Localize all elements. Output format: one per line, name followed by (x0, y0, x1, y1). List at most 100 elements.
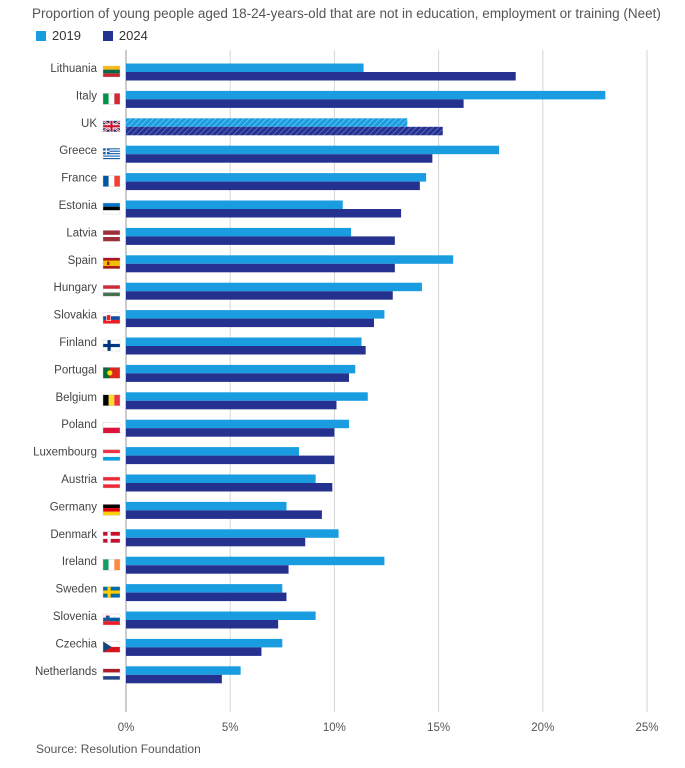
category-label: Portugal (54, 364, 97, 376)
category-label: Slovakia (54, 310, 98, 322)
bar-2019-belgium (126, 392, 368, 401)
bar-2024-luxembourg (126, 455, 335, 465)
bar-2019-denmark (126, 529, 339, 538)
bar-2024-austria (126, 483, 333, 492)
category-label: Austria (61, 474, 97, 486)
poland-flag-icon (102, 422, 121, 434)
category-label: Greece (59, 145, 97, 157)
bar-2024-sweden (126, 592, 287, 602)
bar-2019-spain (126, 255, 454, 264)
bar-2019-france (126, 173, 427, 182)
bar-2024-poland (126, 428, 335, 437)
belgium-flag-icon (102, 394, 121, 406)
category-label: Finland (59, 337, 97, 349)
slovenia-flag-icon (102, 613, 121, 626)
category-label: Netherlands (35, 666, 97, 678)
category-label: Italy (76, 90, 97, 102)
category-label: France (61, 173, 97, 185)
category-label: Belgium (55, 392, 97, 404)
category-labels: Lithuania Italy UK Greece France Estonia Latvi… (33, 63, 98, 678)
bar-2019-slovakia (126, 310, 385, 319)
bar-2019-slovenia (126, 611, 316, 620)
category-label: Slovenia (53, 611, 98, 623)
legend-label-2024: 2024 (118, 28, 148, 43)
bar-2024-uk (126, 126, 443, 136)
bar-2024-belgium (126, 400, 337, 410)
bar-2024-italy (126, 99, 464, 108)
netherlands-flag-icon (102, 668, 121, 680)
category-label: Germany (50, 501, 98, 513)
france-flag-icon (102, 175, 121, 187)
bar-2019-sweden (126, 584, 283, 593)
bar-2024-germany (126, 510, 322, 519)
hungary-flag-icon (102, 285, 121, 297)
legend-item-2024: 2024 (102, 28, 148, 43)
bars (126, 63, 606, 684)
category-label: Sweden (55, 584, 97, 596)
x-tick-label: 0% (118, 722, 135, 734)
category-label: Latvia (66, 227, 97, 239)
legend: 2019 2024 (36, 28, 148, 43)
chart-title: Proportion of young people aged 18-24-ye… (32, 6, 661, 21)
bar-2024-slovakia (126, 318, 374, 328)
x-tick-label: 5% (222, 722, 239, 734)
x-tick-label: 15% (427, 722, 450, 734)
greece-flag-icon (102, 147, 121, 160)
bar-2019-portugal (126, 364, 356, 374)
bar-2024-slovenia (126, 620, 279, 629)
legend-swatch-2019 (36, 30, 46, 41)
latvia-flag-icon (102, 230, 121, 242)
bar-2019-czechia (126, 638, 283, 648)
ireland-flag-icon (102, 559, 121, 571)
sweden-flag-icon (102, 586, 121, 598)
bar-2024-denmark (126, 537, 306, 547)
bar-2024-hungary (126, 291, 393, 300)
bar-2024-spain (126, 263, 395, 273)
category-label: UK (81, 118, 97, 130)
bar-2019-greece (126, 145, 500, 155)
bar-2024-france (126, 181, 420, 191)
bar-2024-latvia (126, 236, 395, 245)
slovakia-flag-icon (102, 312, 121, 324)
bar-2019-netherlands (126, 666, 241, 675)
austria-flag-icon (102, 476, 121, 489)
lithuania-flag-icon (102, 65, 121, 78)
x-tick-label: 25% (635, 722, 658, 734)
spain-flag-icon (102, 257, 121, 269)
germany-flag-icon (102, 504, 121, 516)
bar-2019-uk (126, 118, 408, 127)
category-label: Estonia (59, 200, 98, 212)
bar-2019-ireland (126, 556, 385, 566)
portugal-flag-icon (102, 367, 121, 379)
legend-label-2019: 2019 (52, 28, 81, 43)
bar-2019-finland (126, 337, 362, 346)
bar-2024-portugal (126, 373, 349, 382)
bar-2019-hungary (126, 282, 422, 292)
bar-2019-estonia (126, 200, 343, 209)
finland-flag-icon (102, 339, 121, 352)
luxembourg-flag-icon (102, 449, 121, 461)
bar-chart: Lithuania Italy UK Greece France Estonia Latvi… (33, 50, 659, 734)
bar-2024-greece (126, 154, 433, 163)
category-label: Spain (68, 255, 97, 267)
bar-2019-italy (126, 90, 606, 100)
bar-2024-finland (126, 346, 366, 355)
italy-flag-icon (102, 93, 121, 105)
x-tick-label: 20% (531, 722, 554, 734)
bar-2024-czechia (126, 647, 262, 656)
flag-icons (102, 65, 121, 680)
czechia-flag-icon (102, 641, 121, 653)
bar-2024-lithuania (126, 72, 516, 81)
category-label: Hungary (54, 282, 98, 294)
bar-2024-ireland (126, 565, 289, 574)
bar-2019-luxembourg (126, 447, 299, 456)
category-label: Lithuania (50, 63, 97, 75)
estonia-flag-icon (102, 202, 121, 215)
bar-2024-netherlands (126, 674, 222, 684)
source-note: Source: Resolution Foundation (36, 742, 201, 756)
category-label: Ireland (62, 556, 97, 568)
uk-flag-icon (102, 119, 121, 133)
legend-item-2019: 2019 (36, 28, 81, 43)
bar-2019-lithuania (126, 63, 364, 72)
x-axis-ticks: 0% 5% 10% 15% 20% 25% (118, 722, 659, 734)
